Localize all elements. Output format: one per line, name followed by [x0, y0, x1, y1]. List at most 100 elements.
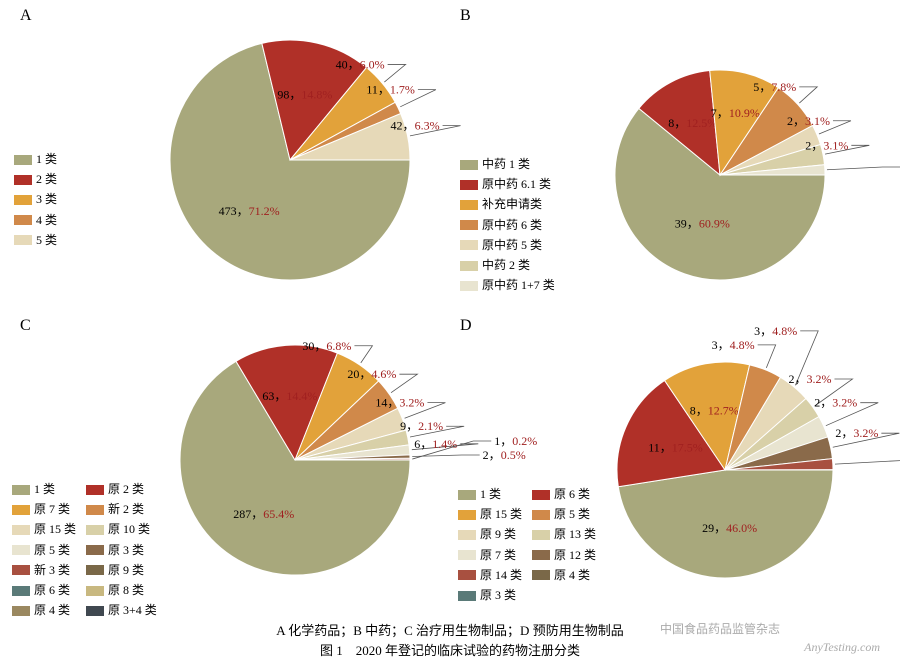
- legend-swatch: [458, 510, 476, 520]
- legend-label: 4 类: [36, 211, 57, 230]
- legend-item: 原 7 类: [12, 500, 76, 519]
- caption-line-2: 图 1 2020 年登记的临床试验的药物注册分类: [0, 640, 900, 659]
- legend-item: 原中药 6.1 类: [460, 175, 555, 194]
- legend-label: 原 15 类: [480, 505, 522, 524]
- panel-A-label: A: [20, 7, 32, 24]
- panel-B-label: B: [460, 7, 471, 24]
- slice-label-B: 39，60.9%: [675, 216, 730, 230]
- slice-label-D: 2，3.2%: [814, 396, 857, 410]
- legend-swatch: [12, 525, 30, 535]
- legend-item: 2 类: [14, 170, 57, 189]
- legend-swatch: [532, 510, 550, 520]
- legend-swatch: [532, 490, 550, 500]
- legend-swatch: [86, 606, 104, 616]
- legend-item: 1 类: [14, 150, 57, 169]
- slice-label-C: 14，3.2%: [375, 396, 424, 410]
- slice-label-D: 2，3.2%: [835, 426, 878, 440]
- legend-label: 原 7 类: [480, 546, 516, 565]
- legend-item: 4 类: [14, 211, 57, 230]
- legend-item: 原中药 1+7 类: [460, 276, 555, 295]
- legend-swatch: [12, 565, 30, 575]
- legend-label: 原中药 6 类: [482, 216, 542, 235]
- legend-swatch: [86, 545, 104, 555]
- legend-item: 原 6 类: [12, 581, 76, 600]
- legend-swatch: [460, 240, 478, 250]
- legend-item: 1 类: [12, 480, 76, 499]
- leader-line: [384, 64, 405, 82]
- legend-swatch: [460, 281, 478, 291]
- slice-label-A: 42，6.3%: [391, 119, 440, 133]
- slice-label-C: 1，0.2%: [494, 434, 537, 448]
- legend-item: 原 9 类: [458, 525, 522, 544]
- legend-D: 1 类 原 6 类原 15 类 原 5 类原 9 类 原 13 类原 7 类 原 12 …: [458, 485, 596, 606]
- legend-item: 1 类: [458, 485, 522, 504]
- legend-item: 5 类: [14, 231, 57, 250]
- slice-label-D: 3，4.8%: [712, 338, 755, 352]
- legend-item: 原 14 类: [458, 566, 522, 585]
- leader-line: [827, 167, 900, 170]
- legend-swatch: [86, 485, 104, 495]
- panel-D-label: D: [460, 317, 472, 334]
- legend-item: 原 15 类: [458, 505, 522, 524]
- legend-item: 原中药 6 类: [460, 216, 555, 235]
- legend-swatch: [12, 505, 30, 515]
- legend-item: 原 3+4 类: [86, 601, 157, 620]
- legend-item: 原 7 类: [458, 546, 522, 565]
- legend-label: 原 5 类: [554, 505, 590, 524]
- legend-swatch: [460, 180, 478, 190]
- legend-label: 新 2 类: [108, 500, 144, 519]
- legend-label: 1 类: [36, 150, 57, 169]
- legend-item: 原 2 类: [86, 480, 157, 499]
- legend-swatch: [458, 591, 476, 601]
- slice-label-C: 9，2.1%: [400, 419, 443, 433]
- legend-label: 原 7 类: [34, 500, 70, 519]
- legend-swatch: [14, 155, 32, 165]
- legend-label: 原 14 类: [480, 566, 522, 585]
- legend-label: 原 9 类: [480, 525, 516, 544]
- legend-label: 原 13 类: [554, 525, 596, 544]
- legend-item: 中药 2 类: [460, 256, 555, 275]
- legend-swatch: [532, 530, 550, 540]
- legend-label: 原 6 类: [34, 581, 70, 600]
- legend-swatch: [86, 565, 104, 575]
- legend-swatch: [12, 545, 30, 555]
- legend-swatch: [458, 570, 476, 580]
- legend-swatch: [460, 200, 478, 210]
- slice-label-D: 3，4.8%: [754, 324, 797, 338]
- legend-item: 3 类: [14, 190, 57, 209]
- slice-label-B: 2，3.1%: [805, 138, 848, 152]
- legend-item: 原 5 类: [532, 505, 596, 524]
- legend-swatch: [532, 550, 550, 560]
- legend-item: 新 3 类: [12, 561, 76, 580]
- legend-swatch: [460, 220, 478, 230]
- slice-label-A: 473，71.2%: [219, 204, 280, 218]
- legend-swatch: [12, 485, 30, 495]
- legend-label: 原 5 类: [34, 541, 70, 560]
- legend-label: 原 6 类: [554, 485, 590, 504]
- slice-label-D: 2，3.2%: [788, 372, 831, 386]
- legend-label: 5 类: [36, 231, 57, 250]
- legend-swatch: [12, 606, 30, 616]
- legend-B: 中药 1 类原中药 6.1 类补充申请类原中药 6 类原中药 5 类中药 2 类…: [460, 155, 555, 296]
- legend-item: 原 8 类: [86, 581, 157, 600]
- slice-label-C: 2，0.5%: [483, 448, 526, 462]
- legend-label: 原 3+4 类: [108, 601, 157, 620]
- legend-label: 原 3 类: [108, 541, 144, 560]
- legend-label: 原 15 类: [34, 520, 76, 539]
- legend-swatch: [14, 215, 32, 225]
- legend-label: 中药 1 类: [482, 155, 530, 174]
- legend-swatch: [532, 570, 550, 580]
- legend-swatch: [460, 160, 478, 170]
- legend-item: 原 9 类: [86, 561, 157, 580]
- legend-label: 原中药 5 类: [482, 236, 542, 255]
- leader-line: [758, 345, 776, 368]
- legend-label: 原 9 类: [108, 561, 144, 580]
- legend-label: 3 类: [36, 190, 57, 209]
- legend-swatch: [14, 175, 32, 185]
- legend-item: 原 4 类: [532, 566, 596, 585]
- legend-label: 原中药 1+7 类: [482, 276, 555, 295]
- legend-label: 原中药 6.1 类: [482, 175, 551, 194]
- legend-label: 2 类: [36, 170, 57, 189]
- legend-label: 原 3 类: [480, 586, 516, 605]
- legend-label: 原 12 类: [554, 546, 596, 565]
